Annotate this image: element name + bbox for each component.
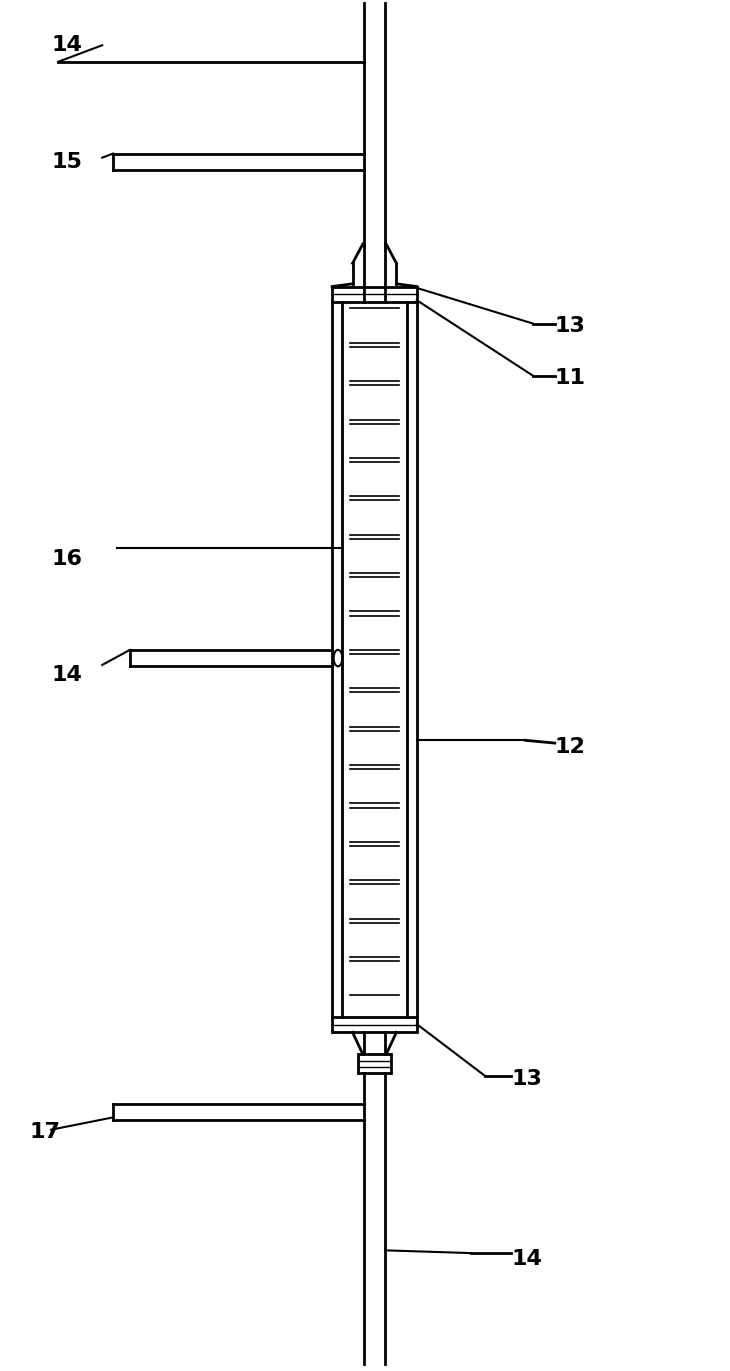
Text: 14: 14: [51, 665, 82, 684]
Bar: [332, 287, 417, 302]
Text: 16: 16: [51, 550, 82, 569]
Text: 17: 17: [29, 1123, 60, 1142]
Bar: [358, 1054, 391, 1073]
Text: 12: 12: [555, 738, 585, 757]
Text: 14: 14: [511, 1249, 542, 1268]
Text: 13: 13: [511, 1069, 542, 1089]
Text: 14: 14: [51, 36, 82, 55]
Bar: [332, 1017, 417, 1032]
Text: 11: 11: [555, 369, 585, 388]
Text: 13: 13: [555, 317, 585, 336]
Text: 15: 15: [51, 152, 82, 171]
